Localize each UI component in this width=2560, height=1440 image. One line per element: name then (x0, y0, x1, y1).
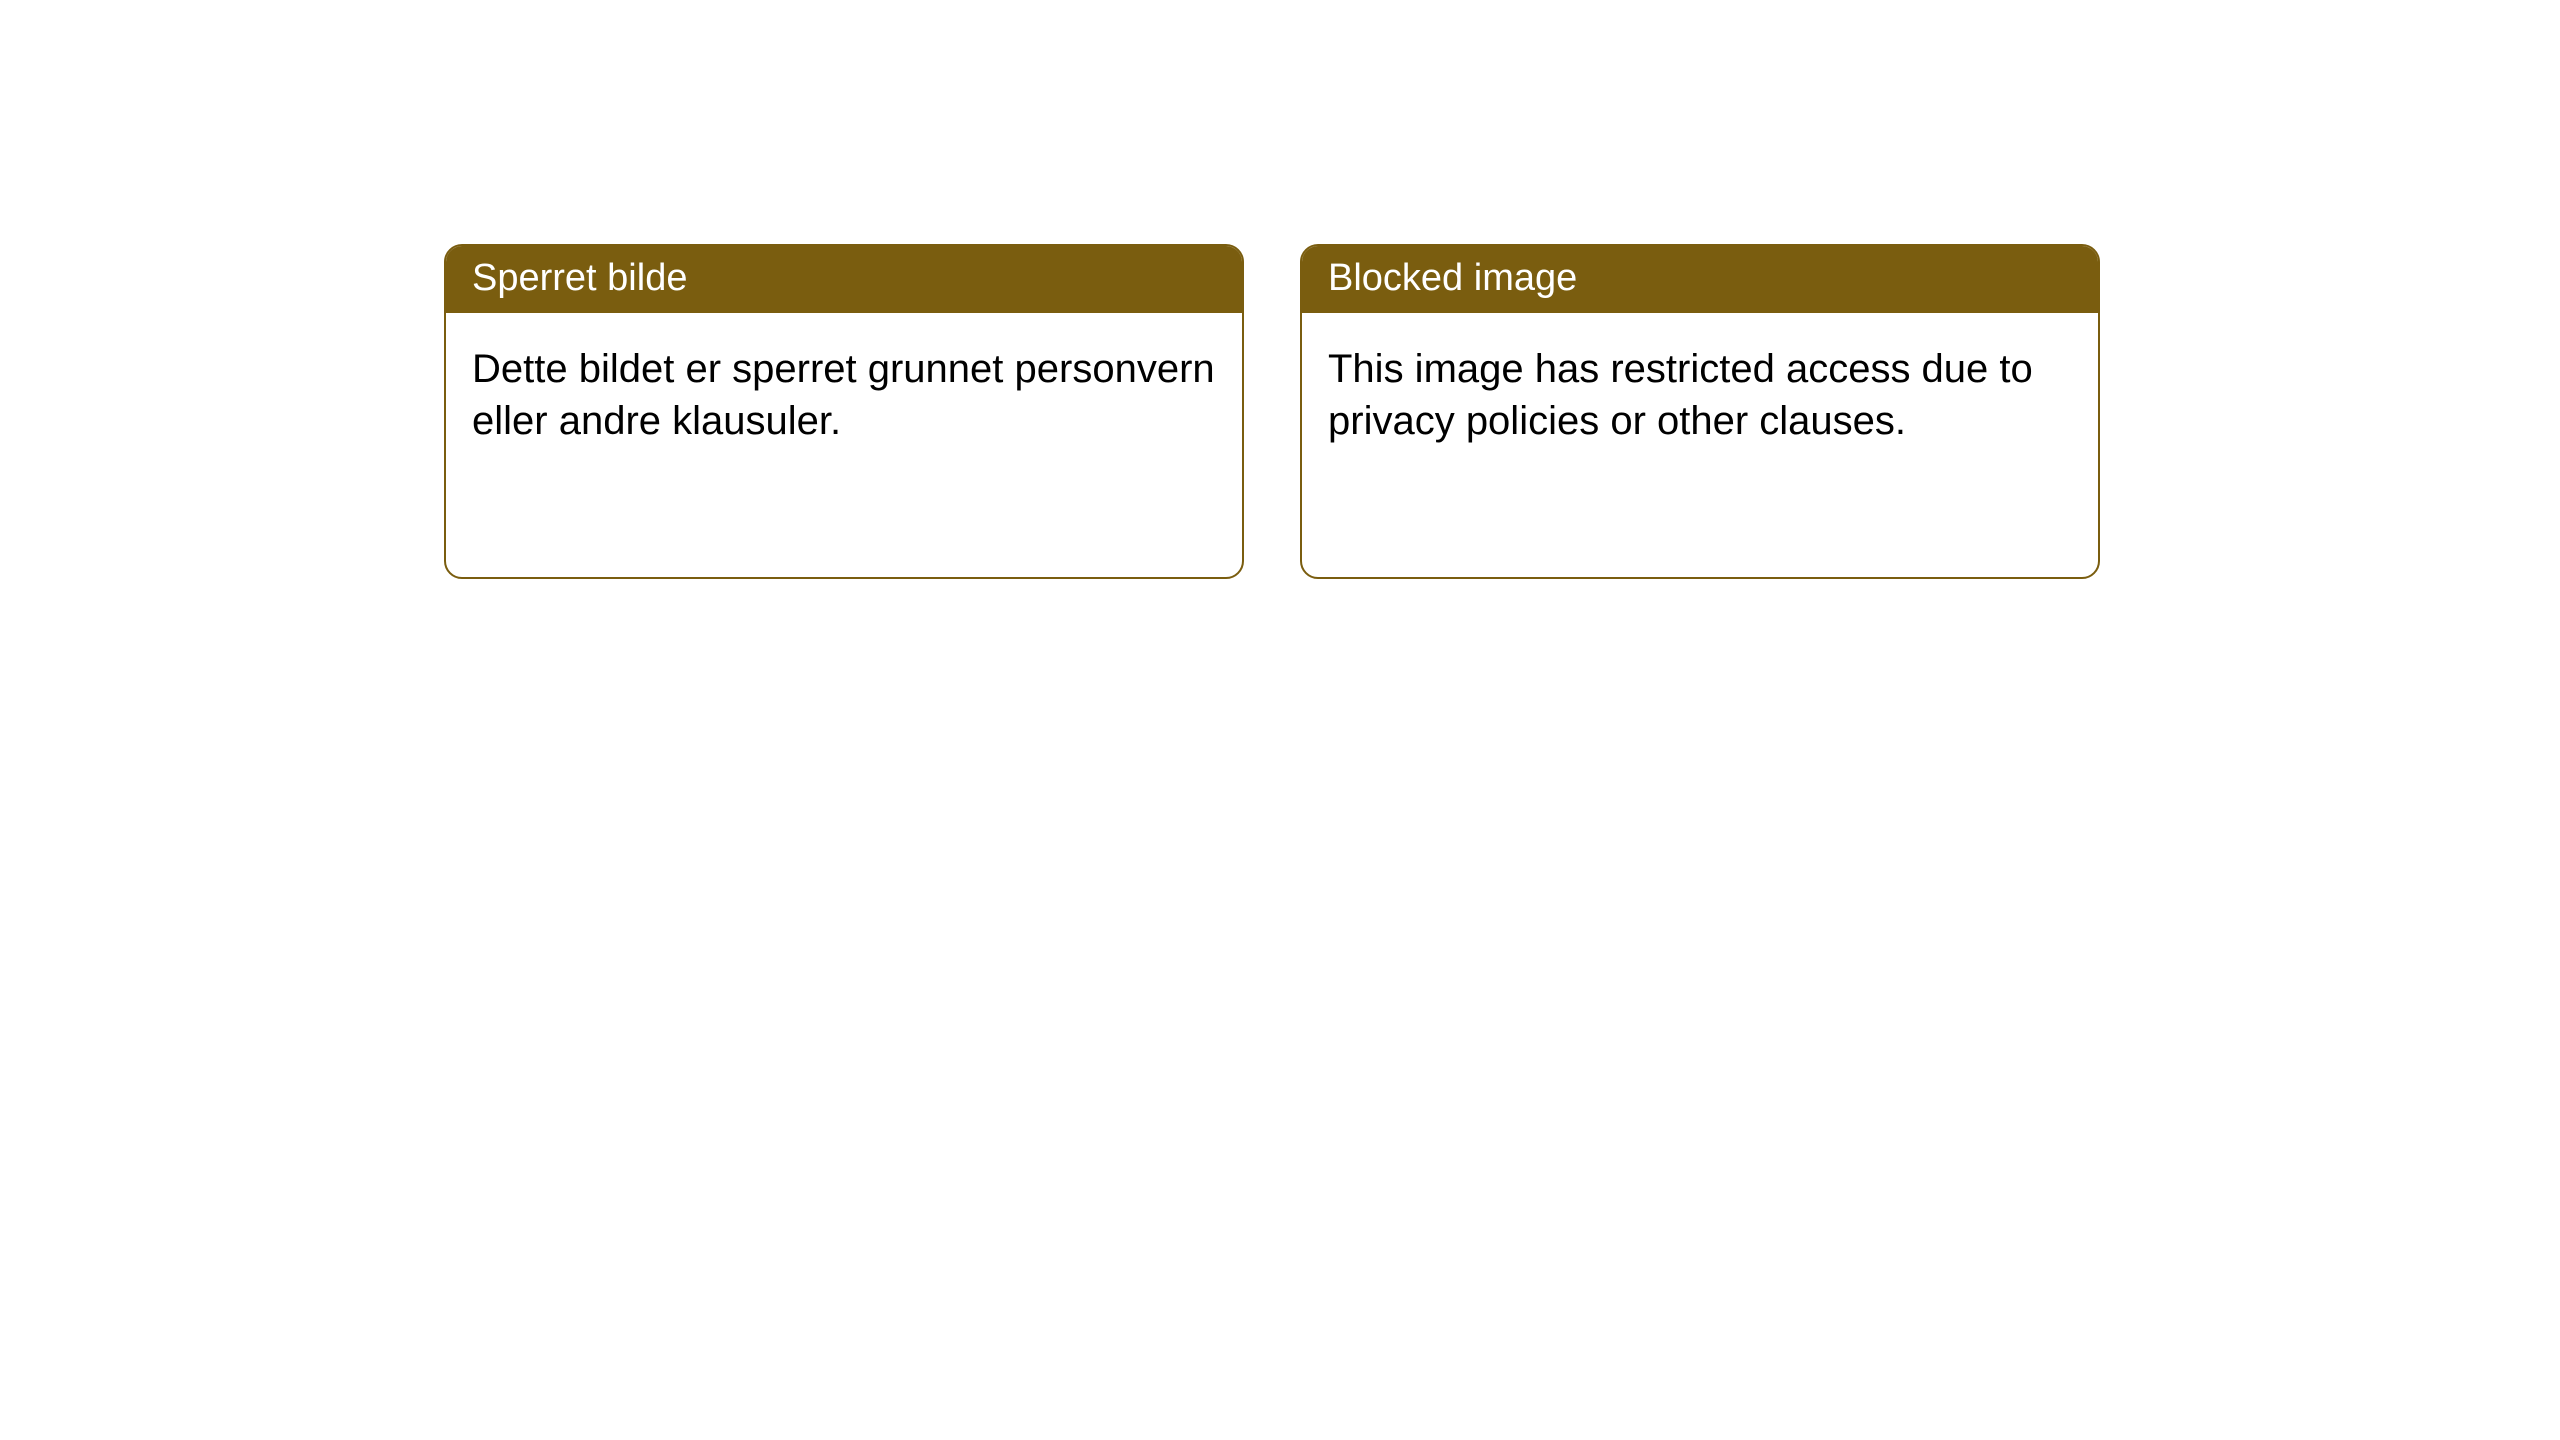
notice-header-english: Blocked image (1302, 246, 2098, 313)
notice-body-norwegian: Dette bildet er sperret grunnet personve… (446, 313, 1242, 477)
notice-box-english: Blocked image This image has restricted … (1300, 244, 2100, 579)
notice-header-norwegian: Sperret bilde (446, 246, 1242, 313)
notice-box-norwegian: Sperret bilde Dette bildet er sperret gr… (444, 244, 1244, 579)
notice-body-english: This image has restricted access due to … (1302, 313, 2098, 477)
notice-container: Sperret bilde Dette bildet er sperret gr… (0, 0, 2560, 579)
